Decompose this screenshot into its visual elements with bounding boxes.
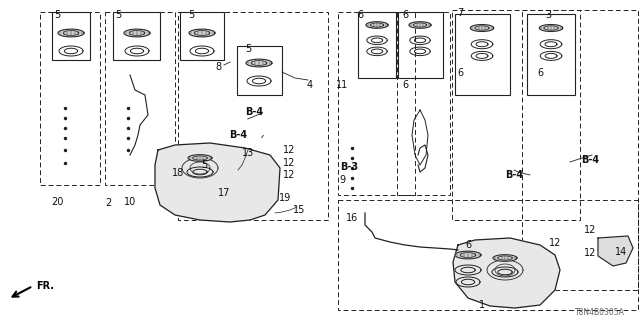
Bar <box>105 12 175 185</box>
Bar <box>398 12 443 78</box>
Text: FR.: FR. <box>36 281 54 291</box>
Polygon shape <box>598 236 633 266</box>
Polygon shape <box>246 59 272 67</box>
Text: 2: 2 <box>105 198 111 208</box>
Polygon shape <box>455 251 481 259</box>
Polygon shape <box>189 29 215 37</box>
Text: 6: 6 <box>402 10 408 20</box>
Text: 9: 9 <box>339 175 345 185</box>
Text: 20: 20 <box>51 197 63 207</box>
Text: 15: 15 <box>293 205 305 215</box>
Bar <box>178 12 328 220</box>
Bar <box>397 12 450 195</box>
Text: 3: 3 <box>545 10 551 20</box>
Bar <box>358 12 396 78</box>
Text: 6: 6 <box>537 68 543 78</box>
Polygon shape <box>540 25 563 31</box>
Text: 18: 18 <box>172 168 184 178</box>
Polygon shape <box>470 25 493 31</box>
Bar <box>180 12 224 60</box>
Polygon shape <box>188 155 212 161</box>
Text: 5: 5 <box>201 160 207 170</box>
Text: B-4: B-4 <box>245 107 263 117</box>
Text: 16: 16 <box>346 213 358 223</box>
Bar <box>522 10 638 290</box>
Text: 11: 11 <box>336 80 348 90</box>
Bar <box>527 14 575 95</box>
Text: B-3: B-3 <box>340 162 358 172</box>
Text: 7: 7 <box>457 8 463 18</box>
Text: 5: 5 <box>54 10 60 20</box>
Text: 5: 5 <box>188 10 194 20</box>
Text: B-4: B-4 <box>229 130 247 140</box>
Text: B-4: B-4 <box>581 155 599 165</box>
Text: 17: 17 <box>218 188 230 198</box>
Text: 13: 13 <box>242 148 254 158</box>
Polygon shape <box>155 143 280 222</box>
Text: 6: 6 <box>357 10 363 20</box>
Bar <box>52 12 90 60</box>
Text: 1: 1 <box>479 300 485 310</box>
Bar <box>113 12 160 60</box>
Text: 6: 6 <box>457 68 463 78</box>
Bar <box>452 10 580 220</box>
Bar <box>455 14 510 95</box>
Polygon shape <box>409 22 431 28</box>
Text: 6: 6 <box>465 240 471 250</box>
Text: 12: 12 <box>283 170 295 180</box>
Text: 19: 19 <box>279 193 291 203</box>
Polygon shape <box>493 255 517 261</box>
Text: 12: 12 <box>549 238 561 248</box>
Polygon shape <box>124 29 150 37</box>
Bar <box>40 12 100 185</box>
Text: B-4: B-4 <box>505 170 523 180</box>
Bar <box>338 12 415 195</box>
Text: 12: 12 <box>584 225 596 235</box>
Text: 10: 10 <box>124 197 136 207</box>
Text: T8N4B0305A: T8N4B0305A <box>575 308 625 317</box>
Text: 6: 6 <box>402 80 408 90</box>
Text: 12: 12 <box>283 158 295 168</box>
Text: 4: 4 <box>307 80 313 90</box>
Polygon shape <box>366 22 388 28</box>
Text: 12: 12 <box>283 145 295 155</box>
Text: 14: 14 <box>615 247 627 257</box>
Text: 5: 5 <box>245 44 251 54</box>
Bar <box>338 200 638 310</box>
Text: 8: 8 <box>215 62 221 72</box>
Polygon shape <box>453 238 560 308</box>
Bar <box>237 46 282 95</box>
Text: 5: 5 <box>115 10 121 20</box>
Text: 12: 12 <box>584 248 596 258</box>
Polygon shape <box>58 29 84 37</box>
